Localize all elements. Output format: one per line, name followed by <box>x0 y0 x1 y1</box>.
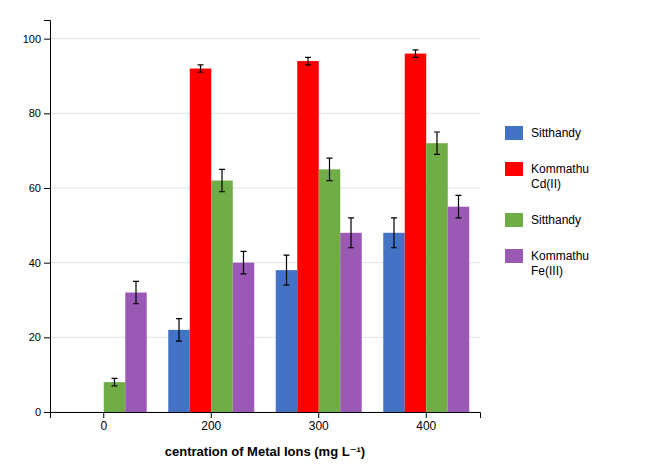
legend-label: KommathuFe(III) <box>531 249 589 278</box>
y-tick-mark <box>44 39 50 40</box>
x-tick-mark <box>426 412 427 418</box>
x-tick-mark <box>103 412 104 418</box>
y-tick: 80 <box>29 107 50 119</box>
bar <box>82 412 104 413</box>
y-axis-line <box>44 21 51 413</box>
bar <box>211 181 233 412</box>
error-bar <box>456 195 462 217</box>
y-tick-mark <box>44 263 50 264</box>
series <box>104 132 448 412</box>
bar <box>168 330 190 412</box>
error-bar <box>133 281 139 303</box>
marks <box>104 50 470 412</box>
bar <box>405 54 427 412</box>
error-bar <box>198 65 204 72</box>
bar <box>104 382 126 412</box>
legend-swatch <box>505 162 523 176</box>
plot: 0 200 300 400 0 20 40 60 80 100 centration of Meta… <box>23 21 481 460</box>
bar <box>448 207 470 412</box>
x-tick-label: 400 <box>416 419 436 433</box>
legend-label: Sitthandy <box>531 126 581 140</box>
x-tick-label: 200 <box>201 419 221 433</box>
legend-label: Sitthandy <box>531 213 581 227</box>
legend-swatch <box>505 213 523 227</box>
bar <box>340 233 362 412</box>
y-tick: 40 <box>29 257 50 269</box>
bar <box>190 69 212 412</box>
x-tick-mark <box>211 412 212 418</box>
error-bar <box>112 378 118 385</box>
error-bar <box>391 218 397 248</box>
x-axis-title: centration of Metal Ions (mg L⁻¹) <box>165 444 365 459</box>
x-tick: 0 <box>100 412 107 433</box>
y-tick-mark <box>44 337 50 338</box>
legend-swatch <box>505 249 523 263</box>
y-tick: 60 <box>29 182 50 194</box>
series <box>125 195 469 412</box>
x-tick-label: 0 <box>100 419 107 433</box>
error-bar <box>327 158 333 180</box>
bar <box>383 233 405 412</box>
error-bar <box>219 169 225 191</box>
x-tick: 300 <box>309 412 329 433</box>
bar <box>233 263 255 412</box>
bar <box>297 61 319 412</box>
y-axis: 0 20 40 60 80 100 <box>23 21 51 419</box>
x-axis: 0 200 300 400 <box>51 412 481 433</box>
y-tick-label: 20 <box>29 331 41 343</box>
legend-item: KommathuCd(II) <box>505 162 589 191</box>
error-bar <box>434 132 440 154</box>
series <box>190 50 427 412</box>
error-bar <box>176 319 182 341</box>
legend-swatch <box>505 126 523 140</box>
error-bar <box>413 50 419 57</box>
chart: 0 200 300 400 0 20 40 60 80 100 centration of Meta… <box>0 0 650 474</box>
y-tick-mark <box>44 113 50 114</box>
y-tick-label: 60 <box>29 182 41 194</box>
y-tick-label: 0 <box>35 406 41 418</box>
x-axis-line <box>51 413 481 419</box>
bar <box>276 270 298 412</box>
grid-line <box>50 38 480 39</box>
legend: Sitthandy KommathuCd(II) Sitthandy Kommathu… <box>505 126 589 278</box>
error-bar <box>305 57 311 64</box>
y-tick: 20 <box>29 331 50 343</box>
y-tick-label: 80 <box>29 107 41 119</box>
x-tick-mark <box>318 412 319 418</box>
x-tick: 400 <box>416 412 436 433</box>
error-bar <box>348 218 354 248</box>
grid <box>50 39 480 412</box>
bar <box>426 143 448 412</box>
bar <box>61 412 83 413</box>
y-tick-label: 100 <box>23 33 41 45</box>
legend-item: KommathuFe(III) <box>505 249 589 278</box>
bar <box>125 293 147 412</box>
bar <box>319 169 341 412</box>
x-tick: 200 <box>201 412 221 433</box>
y-tick: 100 <box>23 33 50 45</box>
y-tick-mark <box>44 412 50 413</box>
error-bar <box>284 255 290 285</box>
y-tick: 0 <box>35 406 50 418</box>
legend-item: Sitthandy <box>505 213 581 227</box>
legend-item: Sitthandy <box>505 126 581 140</box>
x-tick-label: 300 <box>309 419 329 433</box>
y-tick-mark <box>44 188 50 189</box>
legend-label: KommathuCd(II) <box>531 162 589 191</box>
y-tick-label: 40 <box>29 257 41 269</box>
error-bar <box>241 251 247 273</box>
